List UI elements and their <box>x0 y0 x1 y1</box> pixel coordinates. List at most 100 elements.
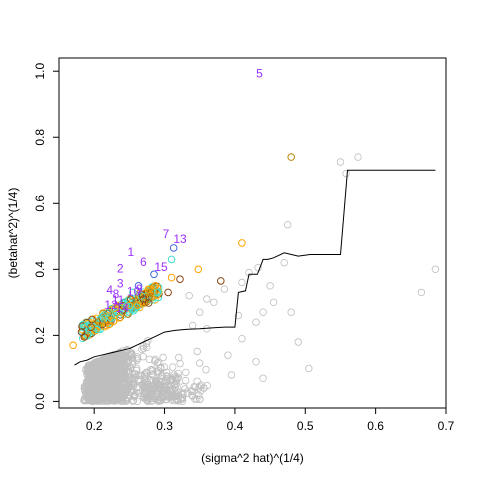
highlight-point <box>194 265 203 274</box>
data-point <box>203 295 211 303</box>
data-point <box>431 265 440 273</box>
band-point <box>111 304 119 312</box>
data-point <box>227 371 236 379</box>
data-point <box>133 354 142 363</box>
data-point <box>144 337 152 345</box>
point-label: 9 <box>136 282 143 296</box>
data-point <box>168 385 176 393</box>
data-point <box>117 397 126 405</box>
band-point <box>99 313 107 321</box>
band-point <box>125 301 134 310</box>
data-point <box>124 368 133 376</box>
data-point <box>151 357 159 365</box>
data-point <box>259 374 267 382</box>
x-axis-label: (sigma^2 hat)^(1/4) <box>201 451 304 465</box>
point-label: 5 <box>256 67 263 81</box>
data-point <box>252 358 260 366</box>
point-label: 10 <box>127 285 141 299</box>
highlight-point <box>139 295 148 303</box>
band-point <box>81 323 90 331</box>
highlight-point <box>167 255 176 264</box>
data-point <box>125 391 133 399</box>
band-point <box>107 314 115 322</box>
data-point <box>163 395 171 403</box>
band-point <box>80 324 88 332</box>
y-tick-label: 0.8 <box>33 129 47 146</box>
data-point <box>269 298 278 306</box>
data-point <box>132 364 141 372</box>
data-point <box>156 393 165 401</box>
data-point <box>129 374 137 382</box>
band-point <box>115 314 124 322</box>
threshold-line <box>74 169 436 366</box>
data-point <box>220 285 229 293</box>
data-point <box>126 352 134 361</box>
data-point <box>195 382 204 390</box>
data-point <box>148 366 157 374</box>
data-point <box>184 389 192 397</box>
data-point <box>138 345 146 354</box>
point-label: 4 <box>106 283 113 297</box>
data-point <box>141 384 149 392</box>
data-point <box>168 363 177 371</box>
y-tick-label: 0.2 <box>33 327 47 344</box>
band-point <box>123 310 132 318</box>
data-point <box>173 396 181 404</box>
highlight-point <box>217 277 225 285</box>
data-point <box>210 298 218 306</box>
band-point <box>87 323 95 331</box>
data-point <box>105 393 114 401</box>
data-point <box>185 292 193 300</box>
data-point <box>157 396 165 405</box>
data-point <box>102 372 110 380</box>
data-point <box>159 353 167 362</box>
band-point <box>128 305 136 313</box>
data-point <box>115 349 123 357</box>
highlight-point <box>238 239 246 247</box>
data-point <box>139 353 147 361</box>
data-point <box>254 264 262 272</box>
data-point <box>87 380 95 388</box>
data-point <box>342 169 350 178</box>
highlight-point <box>80 333 89 341</box>
data-point <box>294 338 302 346</box>
data-point <box>305 364 313 373</box>
y-axis: 0.0 0.2 0.4 0.6 0.8 1.0 <box>33 63 60 410</box>
highlight-point <box>287 153 296 161</box>
data-point <box>153 382 162 390</box>
data-point <box>165 393 174 401</box>
data-point <box>90 371 98 379</box>
data-point <box>202 366 210 374</box>
data-point <box>114 389 122 397</box>
data-point <box>141 380 150 389</box>
x-tick-label: 0.7 <box>438 419 455 433</box>
point-label: 15 <box>154 260 168 274</box>
data-point <box>178 395 186 403</box>
point-label: 2 <box>117 261 124 275</box>
data-point <box>238 278 246 287</box>
highlight-band-layer <box>78 282 163 343</box>
data-point <box>280 259 288 267</box>
data-point <box>266 282 274 290</box>
data-point <box>105 381 113 389</box>
data-point <box>129 379 138 388</box>
data-point <box>84 390 92 398</box>
data-point <box>162 368 171 377</box>
highlight-point <box>129 288 137 297</box>
data-point <box>158 372 166 380</box>
data-point <box>354 153 362 161</box>
data-point <box>129 396 138 405</box>
data-point <box>159 389 167 397</box>
data-point <box>132 388 141 397</box>
data-point <box>193 395 201 403</box>
data-point <box>85 361 93 370</box>
data-point <box>195 384 203 392</box>
data-point <box>197 381 206 389</box>
data-point <box>238 335 246 343</box>
data-point <box>153 359 162 367</box>
data-point <box>259 308 267 316</box>
band-point <box>144 299 153 307</box>
data-point <box>130 391 138 399</box>
data-point <box>234 311 243 320</box>
band-point <box>133 301 142 309</box>
